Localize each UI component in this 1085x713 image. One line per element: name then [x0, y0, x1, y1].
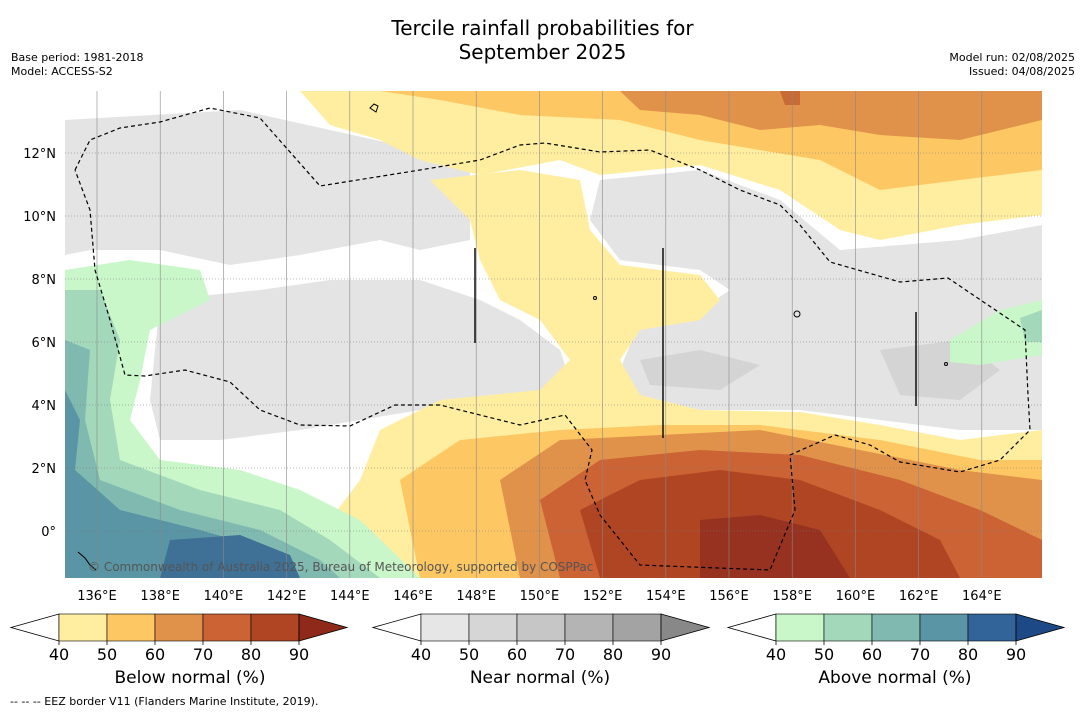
island-2: [793, 310, 801, 318]
colorbar-tick-label: 90: [289, 645, 309, 664]
latitude-labels: 12°N 10°N 8°N 6°N 4°N 2°N 0°: [23, 147, 56, 540]
lon-tick-label: 164°E: [962, 589, 1002, 604]
lon-tick-label: 156°E: [709, 589, 749, 604]
colorbar-tick-label: 80: [958, 645, 978, 664]
colorbar-segment: [58, 613, 108, 642]
probability-field: [65, 91, 1042, 578]
colorbar-extend-high: [298, 613, 349, 642]
eez-border-palau: [74, 107, 1031, 571]
colorbar-tick-label: 50: [814, 645, 834, 664]
lat-tick-label: 12°N: [23, 147, 56, 162]
colorbar-segment: [919, 613, 969, 642]
colorbar-tick-label: 40: [49, 645, 69, 664]
colorbar-extend-low: [371, 613, 422, 642]
lon-tick-label: 146°E: [393, 589, 433, 604]
map-title-line2: September 2025: [458, 40, 627, 64]
lon-tick-label: 162°E: [899, 589, 939, 604]
colorbar-tick-label: 60: [507, 645, 527, 664]
map-title-line1: Tercile rainfall probabilities for: [391, 16, 694, 40]
colorbar-tick-label: 70: [193, 645, 213, 664]
colorbar-segment: [468, 613, 518, 642]
lon-tick-label: 144°E: [330, 589, 370, 604]
model-run-label: Model run: 02/08/2025: [949, 51, 1075, 64]
lon-tick-label: 150°E: [520, 589, 560, 604]
colorbar-tick-label: 40: [411, 645, 431, 664]
colorbar-tick-label: 90: [651, 645, 671, 664]
lon-tick-label: 136°E: [77, 589, 117, 604]
colorbar-tick-label: 90: [1006, 645, 1026, 664]
colorbar-segment: [106, 613, 156, 642]
colorbar-tick-label: 60: [145, 645, 165, 664]
colorbar-segment: [154, 613, 204, 642]
colorbar-tick-label: 70: [555, 645, 575, 664]
colorbar-tick-label: 60: [862, 645, 882, 664]
near-normal-darker-patch: [640, 350, 760, 390]
colorbar-segment: [564, 613, 614, 642]
lon-tick-label: 158°E: [772, 589, 812, 604]
lon-tick-label: 138°E: [140, 589, 180, 604]
lon-tick-label: 154°E: [646, 589, 686, 604]
lat-tick-label: 8°N: [32, 273, 57, 288]
lat-tick-label: 6°N: [32, 336, 57, 351]
colorbar-segment: [967, 613, 1017, 642]
colorbar-tick-label: 50: [97, 645, 117, 664]
colorbar-tick-label: 80: [241, 645, 261, 664]
colorbar-tick-label: 50: [459, 645, 479, 664]
colorbar-1: 40 50 60 70 80 90: [371, 613, 711, 664]
colorbar-above-title: Above normal (%): [818, 668, 972, 688]
colorbar-below-title: Below normal (%): [114, 668, 266, 688]
longitude-labels: 136°E 138°E 140°E 142°E 144°E 146°E 148°E 150°E…: [77, 589, 1001, 604]
island-1: [369, 103, 379, 113]
near-normal-region-north: [65, 110, 470, 265]
above-normal-east: [950, 300, 1042, 365]
colorbar-segment: [202, 613, 252, 642]
eez-footnote: -- -- -- EEZ border V11 (Flanders Marine…: [10, 695, 319, 708]
colorbar-segment: [250, 613, 300, 642]
maritime-boundary-lines: [474, 248, 917, 438]
lat-tick-label: 10°N: [23, 210, 56, 225]
islands: [77, 103, 948, 571]
lon-tick-label: 140°E: [204, 589, 244, 604]
below-normal-max-north: [780, 91, 800, 105]
copyright-text: © Commonwealth of Australia 2025, Bureau…: [88, 560, 593, 574]
colorbar-2: 40 50 60 70 80 90: [726, 613, 1066, 664]
lon-tick-label: 148°E: [456, 589, 496, 604]
issued-label: Issued: 04/08/2025: [968, 65, 1075, 78]
colorbar-segment: [823, 613, 873, 642]
colorbar-segment: [612, 613, 662, 642]
colorbar-tick-label: 80: [603, 645, 623, 664]
colorbar-extend-low: [726, 613, 777, 642]
lat-tick-label: 0°: [41, 525, 56, 540]
colorbar-tick-label: 40: [766, 645, 786, 664]
base-period-label: Base period: 1981-2018: [11, 51, 144, 64]
lon-tick-label: 142°E: [267, 589, 307, 604]
lat-tick-label: 4°N: [32, 399, 57, 414]
eez-border: [74, 107, 1031, 571]
colorbars: 40 50 60 70 80 90 40 50 60 70 80 90 40 50 60 70 80 90: [9, 613, 1066, 664]
colorbar-extend-high: [1015, 613, 1066, 642]
island-3: [944, 362, 948, 366]
colorbar-tick-label: 70: [910, 645, 930, 664]
colorbar-extend-low: [9, 613, 60, 642]
colorbar-segment: [871, 613, 921, 642]
colorbar-near-title: Near normal (%): [469, 668, 611, 688]
island-5: [593, 296, 597, 300]
colorbar-segment: [516, 613, 566, 642]
model-label: Model: ACCESS-S2: [11, 65, 113, 78]
island-4: [77, 551, 97, 571]
lat-tick-label: 2°N: [32, 462, 57, 477]
lon-tick-label: 152°E: [583, 589, 623, 604]
above-normal-east-60: [1020, 310, 1042, 342]
above-normal-90: [160, 535, 300, 578]
above-normal-80: [65, 390, 300, 578]
map-gridlines: [65, 91, 1042, 578]
colorbar-segment: [420, 613, 470, 642]
colorbar-extend-high: [660, 613, 711, 642]
below-normal-70-north: [620, 91, 1042, 140]
colorbar-segment: [775, 613, 825, 642]
lon-tick-label: 160°E: [836, 589, 876, 604]
colorbar-0: 40 50 60 70 80 90: [9, 613, 349, 664]
